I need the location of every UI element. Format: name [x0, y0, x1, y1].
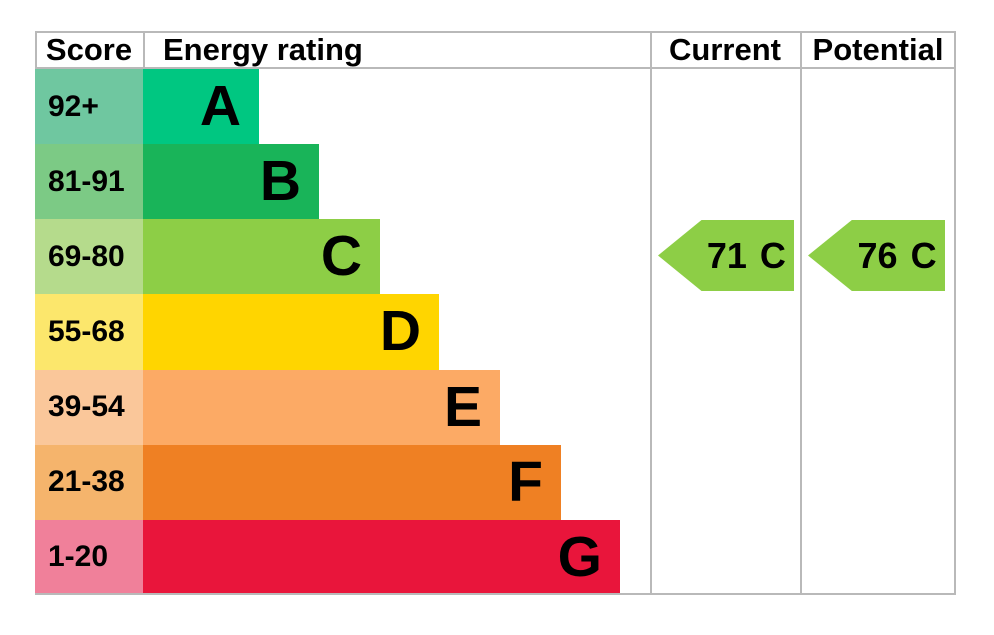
- score-range-c: 69-80: [48, 239, 125, 273]
- gridline-right: [954, 31, 956, 595]
- band-row-e: 39-54 E: [35, 369, 650, 445]
- band-bar-e: E: [143, 369, 500, 445]
- potential-rating-label: 76 C: [808, 234, 945, 276]
- band-row-d: 55-68 D: [35, 294, 650, 370]
- current-rating-arrow: 71 C: [658, 220, 794, 291]
- score-cell-a: 92+: [35, 69, 143, 145]
- header-potential: Potential: [812, 32, 944, 67]
- gridline-left: [35, 31, 37, 69]
- score-cell-c: 69-80: [35, 219, 143, 295]
- potential-rating-value: 76: [857, 234, 898, 276]
- band-row-f: 21-38 F: [35, 444, 650, 520]
- band-letter-c: C: [320, 224, 362, 289]
- score-range-a: 92+: [48, 89, 99, 123]
- band-letter-b: B: [259, 149, 301, 214]
- band-bar-b: B: [143, 144, 319, 220]
- band-letter-e: E: [443, 374, 482, 439]
- score-cell-d: 55-68: [35, 294, 143, 370]
- band-rows: 92+ A 81-91 B 69-80 C: [35, 69, 650, 595]
- band-bar-a: A: [143, 69, 259, 145]
- header-score: Score: [45, 32, 133, 67]
- band-row-b: 81-91 B: [35, 144, 650, 220]
- band-bar-d: D: [143, 294, 439, 370]
- band-letter-a: A: [199, 74, 241, 139]
- band-bar-f: F: [143, 444, 561, 520]
- gridline-bottom: [35, 593, 956, 595]
- band-letter-d: D: [379, 299, 421, 364]
- score-range-g: 1-20: [48, 540, 109, 574]
- score-range-e: 39-54: [48, 390, 125, 424]
- potential-rating-band: C: [910, 234, 937, 276]
- gridline-potential-divider: [800, 31, 802, 595]
- score-cell-g: 1-20: [35, 519, 143, 595]
- score-range-b: 81-91: [48, 164, 125, 198]
- score-cell-f: 21-38: [35, 444, 143, 520]
- band-row-g: 1-20 G: [35, 519, 650, 595]
- gridline-score-divider: [143, 31, 145, 69]
- band-letter-f: F: [508, 449, 543, 514]
- gridline-top: [35, 31, 956, 33]
- header-current: Current: [669, 32, 781, 67]
- band-row-c: 69-80 C: [35, 219, 650, 295]
- potential-rating-arrow: 76 C: [808, 220, 945, 291]
- header-energy-rating: Energy rating: [163, 32, 363, 67]
- current-rating-label: 71 C: [658, 234, 794, 276]
- current-rating-value: 71: [706, 234, 747, 276]
- current-rating-band: C: [759, 234, 786, 276]
- score-range-f: 21-38: [48, 465, 125, 499]
- band-bar-g: G: [143, 519, 620, 595]
- score-cell-e: 39-54: [35, 369, 143, 445]
- score-cell-b: 81-91: [35, 144, 143, 220]
- band-row-a: 92+ A: [35, 69, 650, 145]
- band-bar-c: C: [143, 219, 380, 295]
- gridline-current-divider: [650, 31, 652, 595]
- gridline-header-bottom: [35, 67, 956, 69]
- band-letter-g: G: [557, 524, 602, 589]
- score-range-d: 55-68: [48, 314, 125, 348]
- epc-table: Score Energy rating Current Potential 92…: [35, 31, 956, 595]
